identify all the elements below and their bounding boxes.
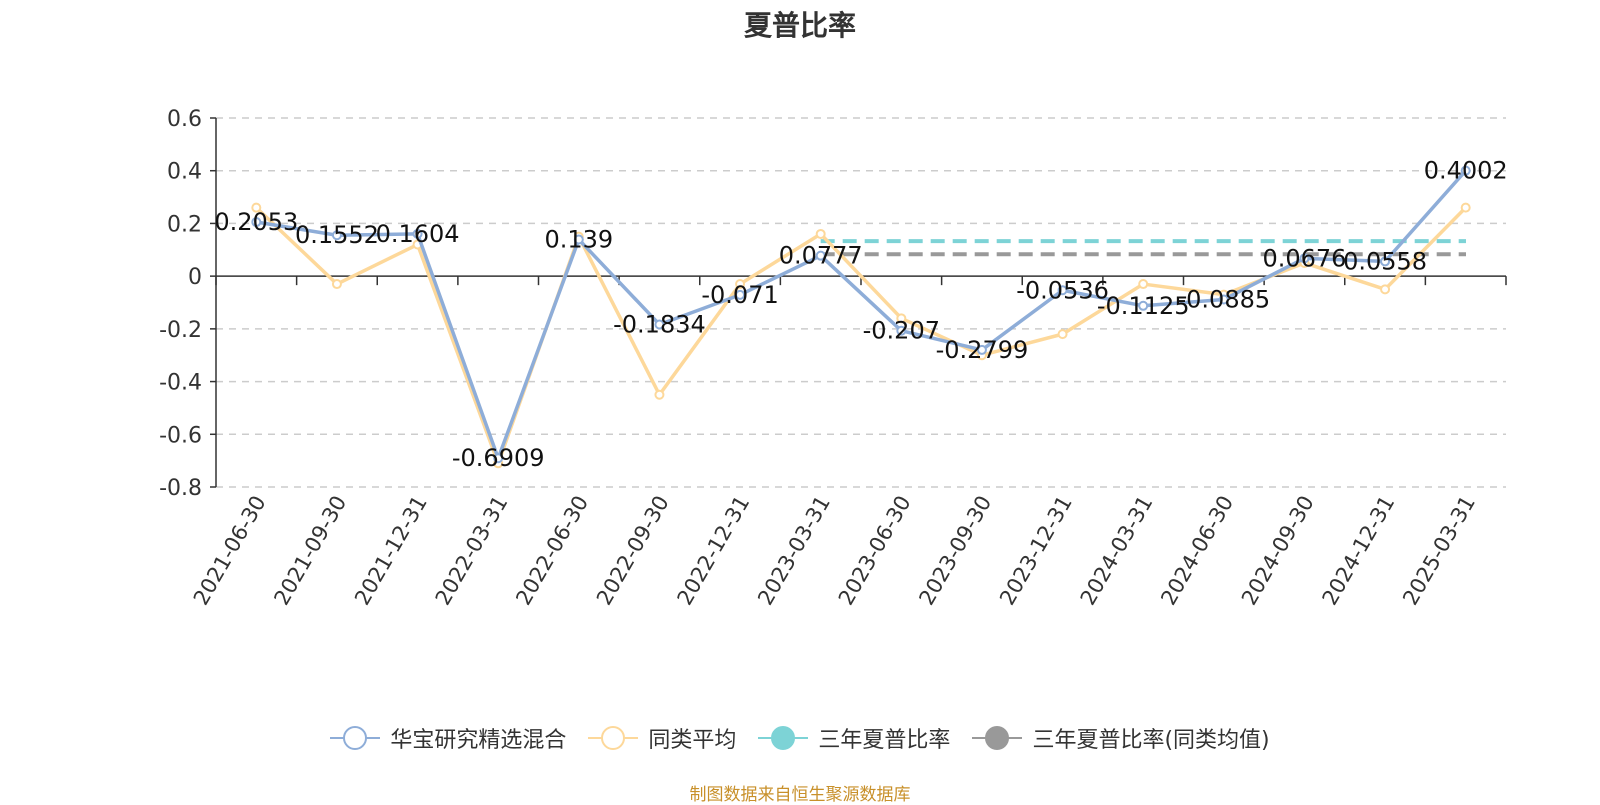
data-label: -0.0536 — [1016, 276, 1109, 304]
data-point — [815, 228, 826, 239]
data-label: 0.4002 — [1424, 157, 1508, 185]
data-label: -0.1834 — [613, 310, 706, 338]
data-label: -0.1125 — [1097, 292, 1190, 320]
legend-label: 同类平均 — [648, 728, 737, 753]
x-tick-label: 2021-12-31 — [350, 492, 432, 610]
data-point — [815, 250, 826, 261]
x-tick-label: 2024-06-30 — [1156, 492, 1238, 610]
x-tick-label: 2023-12-31 — [995, 492, 1077, 610]
data-point — [1218, 294, 1229, 305]
data-point — [896, 313, 907, 324]
data-point — [735, 279, 746, 290]
data-label: 0.2053 — [214, 208, 298, 236]
legend-filled-circle-icon — [758, 726, 809, 750]
x-tick-label: 2024-12-31 — [1318, 492, 1400, 610]
data-label: -0.2799 — [936, 336, 1029, 364]
data-point — [573, 234, 584, 245]
data-point — [493, 453, 504, 464]
x-tick-label: 2023-09-30 — [914, 492, 996, 610]
chart-title: 夏普比率 — [743, 9, 856, 42]
data-label: 0.1552 — [295, 221, 379, 249]
y-tick-label: -0.2 — [159, 318, 202, 343]
x-tick-label: 2023-03-31 — [753, 492, 835, 610]
x-tick-label: 2022-09-30 — [592, 492, 674, 610]
x-tick-label: 2022-03-31 — [431, 492, 513, 610]
data-point — [1138, 300, 1149, 311]
y-tick-label: -0.8 — [159, 476, 202, 501]
legend-item[interactable]: 同类平均 — [588, 722, 736, 754]
data-point — [976, 344, 987, 355]
series-lines — [251, 165, 1471, 469]
data-labels: 0.20530.15520.1604-0.69090.139-0.1834-0.… — [214, 157, 1507, 473]
data-point — [251, 217, 262, 228]
data-label: 0.0777 — [779, 242, 863, 270]
legend-item[interactable]: 三年夏普比率 — [758, 722, 950, 754]
series-line — [256, 169, 1467, 460]
y-tick-label: 0.2 — [167, 212, 202, 237]
data-point — [1057, 285, 1068, 296]
data-point — [1138, 279, 1149, 290]
source-note: 制图数据来自恒生聚源数据库 — [689, 785, 911, 805]
x-tick-label: 2022-12-31 — [673, 492, 755, 610]
data-point — [251, 202, 262, 213]
data-label: -0.6909 — [452, 444, 545, 472]
data-point — [1380, 256, 1391, 267]
y-axis: 0.6 0.4 0.2 0 -0.2 -0.4 -0.6 -0.8 — [159, 107, 217, 501]
data-point — [735, 289, 746, 300]
y-tick-label: 0 — [188, 265, 202, 290]
data-label: 0.1604 — [376, 220, 460, 248]
x-axis: 2021-06-302021-09-302021-12-312022-03-31… — [189, 275, 1507, 610]
x-tick-label: 2025-03-31 — [1398, 492, 1480, 610]
x-tick-label: 2022-06-30 — [511, 492, 593, 610]
data-point — [1460, 202, 1471, 213]
legend-item[interactable]: 三年夏普比率(同类均值) — [972, 722, 1270, 754]
y-tick-label: -0.4 — [159, 371, 202, 396]
data-point — [331, 279, 342, 290]
legend-label: 三年夏普比率 — [818, 728, 951, 753]
data-label: 0.0676 — [1262, 244, 1346, 272]
x-tick-label: 2023-06-30 — [834, 492, 916, 610]
y-tick-label: 0.6 — [167, 107, 202, 132]
data-label: 0.0558 — [1343, 247, 1427, 275]
legend-hollow-circle-icon — [330, 726, 381, 750]
data-point — [1460, 165, 1471, 176]
legend-filled-circle-icon — [972, 726, 1023, 750]
x-tick-label: 2021-06-30 — [189, 492, 271, 610]
legend-label: 华宝研究精选混合 — [390, 728, 567, 753]
x-tick-label: 2024-03-31 — [1076, 492, 1158, 610]
data-point — [1299, 253, 1310, 264]
data-label: -0.207 — [863, 317, 940, 345]
data-point — [1057, 329, 1068, 340]
legend-item[interactable]: 华宝研究精选混合 — [330, 722, 566, 754]
data-point — [412, 228, 423, 239]
x-tick-label: 2021-09-30 — [269, 492, 351, 610]
data-label: 0.139 — [544, 226, 613, 254]
data-point — [896, 325, 907, 336]
legend-hollow-circle-icon — [588, 726, 639, 750]
data-label: -0.071 — [701, 281, 778, 309]
legend-label: 三年夏普比率(同类均值) — [1032, 728, 1270, 753]
data-point — [331, 230, 342, 241]
data-point — [1380, 284, 1391, 295]
y-tick-label: 0.4 — [167, 160, 202, 185]
data-label: -0.0885 — [1177, 285, 1270, 313]
legend: 华宝研究精选混合 同类平均 三年夏普比率 三年夏普比率(同类均值) — [0, 722, 1600, 754]
data-point — [654, 319, 665, 330]
data-point — [654, 389, 665, 400]
grid-lines — [216, 117, 1506, 488]
y-tick-label: -0.6 — [159, 423, 202, 448]
x-tick-label: 2024-09-30 — [1237, 492, 1319, 610]
